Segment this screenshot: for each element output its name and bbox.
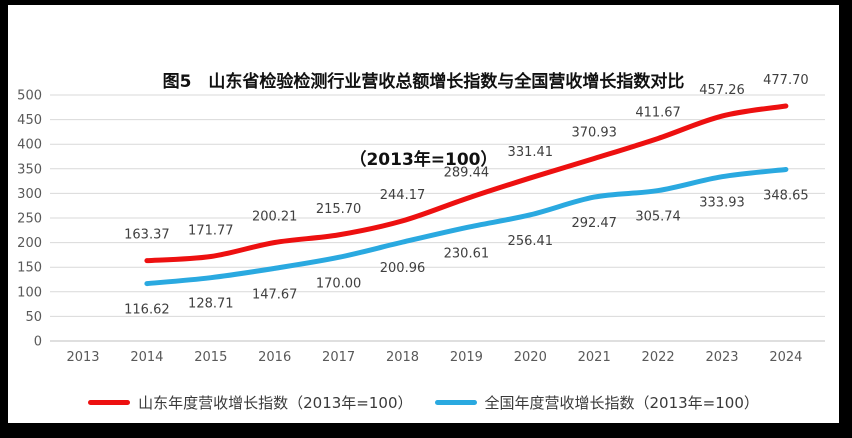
data-label: 477.70 <box>763 73 809 88</box>
data-label: 147.67 <box>252 287 298 302</box>
x-tick-label: 2021 <box>578 350 611 365</box>
x-tick-label: 2013 <box>66 350 99 365</box>
x-tick-label: 2023 <box>705 350 738 365</box>
data-label: 200.21 <box>252 209 298 224</box>
chart-canvas: 图5 山东省检验检测行业营收总额增长指数与全国营收增长指数对比 （2013年=1… <box>8 5 839 423</box>
legend-label-shandong: 山东年度营收增长指数（2013年=100） <box>138 394 413 412</box>
y-tick-label: 50 <box>25 310 42 325</box>
data-label: 171.77 <box>188 223 234 238</box>
line-chart-plot: 0 50 100 150 200 250 300 350 400 450 500 2013 2014 20… <box>17 73 825 365</box>
data-label: 292.47 <box>571 216 617 231</box>
data-label: 305.74 <box>635 210 681 225</box>
y-tick-label: 250 <box>17 212 42 227</box>
data-label: 200.96 <box>380 261 426 276</box>
x-tick-label: 2015 <box>194 350 227 365</box>
y-tick-label: 300 <box>17 187 42 202</box>
data-label: 348.65 <box>763 188 809 203</box>
x-tick-label: 2017 <box>322 350 355 365</box>
y-tick-label: 500 <box>17 89 42 104</box>
data-label: 244.17 <box>380 188 426 203</box>
x-tick-label: 2020 <box>514 350 547 365</box>
data-label: 215.70 <box>316 202 362 217</box>
y-tick-label: 100 <box>17 285 42 300</box>
data-label: 163.37 <box>124 228 170 243</box>
national-line-swatch <box>434 400 477 405</box>
data-label: 331.41 <box>508 145 554 160</box>
y-tick-label: 450 <box>17 113 42 128</box>
legend-label-national: 全国年度营收增长指数（2013年=100） <box>484 394 759 412</box>
data-label: 128.71 <box>188 297 234 312</box>
data-label: 230.61 <box>444 247 490 262</box>
x-tick-label: 2024 <box>769 350 802 365</box>
chart-title: 图5 山东省检验检测行业营收总额增长指数与全国营收增长指数对比 <box>162 72 685 92</box>
data-label: 170.00 <box>316 276 362 291</box>
chart-legend: 山东年度营收增长指数（2013年=100） 全国年度营收增长指数（2013年=1… <box>8 392 839 413</box>
x-tick-label: 2022 <box>642 350 675 365</box>
data-label: 411.67 <box>635 105 681 120</box>
x-tick-label: 2014 <box>130 350 163 365</box>
y-tick-label: 0 <box>34 335 42 350</box>
data-label: 333.93 <box>699 196 745 211</box>
shandong-series-line <box>144 103 789 264</box>
data-label: 256.41 <box>508 234 554 249</box>
y-tick-label: 150 <box>17 261 42 276</box>
y-tick-label: 200 <box>17 236 42 251</box>
data-label: 457.26 <box>699 83 745 98</box>
shandong-line-swatch <box>88 400 131 405</box>
legend-item-national: 全国年度营收增长指数（2013年=100） <box>434 392 759 413</box>
data-label: 370.93 <box>571 126 617 141</box>
y-tick-label: 350 <box>17 162 42 177</box>
national-series-line <box>144 166 789 287</box>
chart-title-block: 图5 山东省检验检测行业营收总额增长指数与全国营收增长指数对比 （2013年=1… <box>8 17 839 225</box>
x-tick-label: 2019 <box>450 350 483 365</box>
data-label: 116.62 <box>124 303 170 318</box>
x-tick-label: 2018 <box>386 350 419 365</box>
data-label: 289.44 <box>444 166 490 181</box>
chart-subtitle: （2013年=100） <box>349 150 498 170</box>
y-tick-label: 400 <box>17 138 42 153</box>
legend-item-shandong: 山东年度营收增长指数（2013年=100） <box>88 392 413 413</box>
x-tick-label: 2016 <box>258 350 291 365</box>
